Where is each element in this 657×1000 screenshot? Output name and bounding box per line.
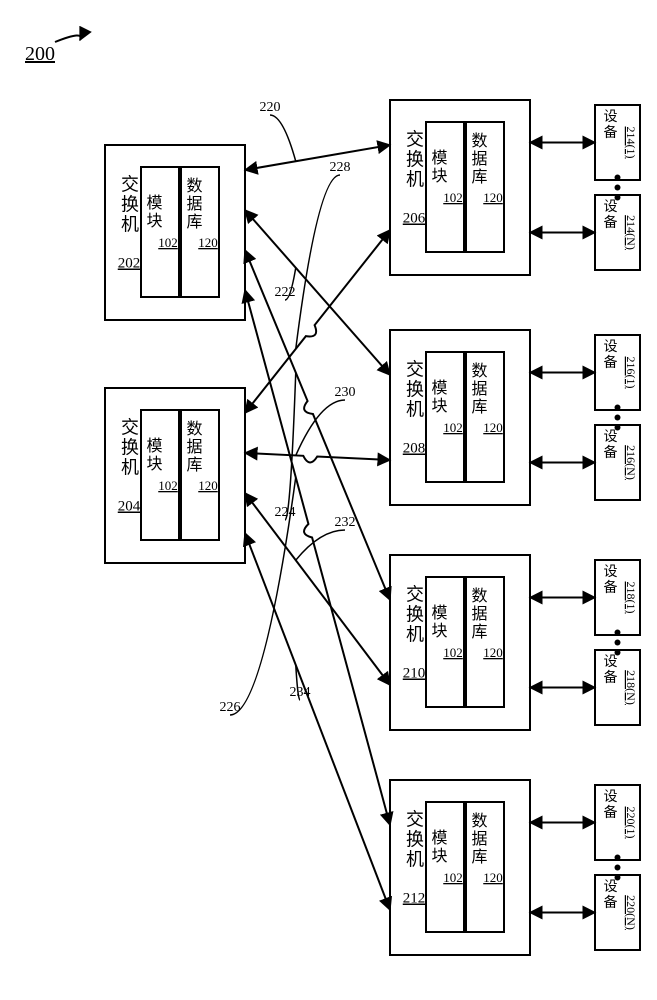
switch-202-module-box xyxy=(141,167,179,297)
switch-206-module-label: 模块 xyxy=(429,149,448,185)
switch-202-module-num: 102 xyxy=(158,235,178,250)
device-218-n-label: 设备 xyxy=(602,654,618,686)
figure-arrow xyxy=(55,35,81,42)
edge-226 xyxy=(245,290,390,825)
edge-label-220-text: 220 xyxy=(260,100,281,115)
edge-label-230-text: 230 xyxy=(335,385,356,400)
switch-202-db-label: 数据库 xyxy=(184,177,203,231)
switch-210-title: 交换机 xyxy=(404,584,424,644)
switch-210-db-label: 数据库 xyxy=(469,587,488,641)
switch-204-db-num: 120 xyxy=(198,478,218,493)
switch-206-db-num: 120 xyxy=(483,190,503,205)
switch-212-module-num: 102 xyxy=(443,870,463,885)
switch-208-title: 交换机 xyxy=(404,359,424,419)
edge-label-222-text: 222 xyxy=(275,285,296,300)
device-214-n-num: 214(N) xyxy=(624,215,638,250)
switch-212-db-label: 数据库 xyxy=(469,812,488,866)
edge-222 xyxy=(245,210,390,375)
switch-202-db-num: 120 xyxy=(198,235,218,250)
device-216-1-label: 设备 xyxy=(602,339,618,371)
device-216-n-label: 设备 xyxy=(602,429,618,461)
switch-208-num: 208 xyxy=(403,441,426,457)
dots-214 xyxy=(615,175,621,181)
device-220-1-label: 设备 xyxy=(602,789,618,821)
figure-number: 200 xyxy=(25,43,55,65)
diagram-canvas: 200 交换机 202 模块 102 数据库 120 交换机 204 模块 102 数据库 120 交换机… xyxy=(0,0,657,1000)
edge-230 xyxy=(245,453,390,462)
device-220-n-label: 设备 xyxy=(602,879,618,911)
dots-218 xyxy=(615,640,621,646)
dots-216 xyxy=(615,415,621,421)
switch-206-module-num: 102 xyxy=(443,190,463,205)
switch-208-module-box xyxy=(426,352,464,482)
switch-204-db-label: 数据库 xyxy=(184,420,203,474)
switch-202-title: 交换机 xyxy=(119,174,139,234)
device-214-n-label: 设备 xyxy=(602,199,618,231)
device-218-1-num: 218(1) xyxy=(624,582,638,614)
device-218-1-label: 设备 xyxy=(602,564,618,596)
device-220-1-num: 220(1) xyxy=(624,807,638,839)
switch-206-db-label: 数据库 xyxy=(469,132,488,186)
switch-210-module-box xyxy=(426,577,464,707)
edge-label-226-text: 226 xyxy=(220,700,241,715)
device-216-n-num: 216(N) xyxy=(624,445,638,480)
device-218-n-num: 218(N) xyxy=(624,670,638,705)
switch-212-title: 交换机 xyxy=(404,809,424,869)
switch-210-module-num: 102 xyxy=(443,645,463,660)
dots-214 xyxy=(615,195,621,201)
switch-212-num: 212 xyxy=(403,891,426,907)
switch-208-db-num: 120 xyxy=(483,420,503,435)
switch-204-module-box xyxy=(141,410,179,540)
edge-label-232-leader xyxy=(296,530,345,560)
dots-216 xyxy=(615,425,621,431)
switch-212-module-box xyxy=(426,802,464,932)
dots-220 xyxy=(615,865,621,871)
edge-228 xyxy=(245,230,390,413)
dots-218 xyxy=(615,650,621,656)
switch-212-module-label: 模块 xyxy=(429,829,448,865)
switch-204-title: 交换机 xyxy=(119,417,139,477)
diagram-svg: 200 交换机 202 模块 102 数据库 120 交换机 204 模块 102 数据库 120 交换机… xyxy=(0,0,657,1000)
switch-210-module-label: 模块 xyxy=(429,604,448,640)
switch-206-module-box xyxy=(426,122,464,252)
switch-210-db-num: 120 xyxy=(483,645,503,660)
edge-label-232-text: 232 xyxy=(335,515,356,530)
switch-208-db-label: 数据库 xyxy=(469,362,488,416)
switch-206-num: 206 xyxy=(403,211,426,227)
dots-216 xyxy=(615,405,621,411)
switch-204-module-num: 102 xyxy=(158,478,178,493)
edge-label-228-text: 228 xyxy=(330,160,351,175)
edge-label-228-leader xyxy=(296,175,340,349)
dots-220 xyxy=(615,875,621,881)
switch-202-num: 202 xyxy=(118,256,141,272)
edge-label-224-text: 224 xyxy=(275,505,296,520)
switch-206-title: 交换机 xyxy=(404,129,424,189)
device-216-1-num: 216(1) xyxy=(624,357,638,389)
switch-204-module-label: 模块 xyxy=(144,437,163,473)
device-214-1-label: 设备 xyxy=(602,109,618,141)
device-220-n-num: 220(N) xyxy=(624,895,638,930)
switch-208-module-num: 102 xyxy=(443,420,463,435)
switch-210-num: 210 xyxy=(403,666,426,682)
edge-220 xyxy=(245,145,390,170)
edge-label-220-leader xyxy=(270,115,296,161)
switch-202-module-label: 模块 xyxy=(144,194,163,230)
switch-212-db-num: 120 xyxy=(483,870,503,885)
switch-204-num: 204 xyxy=(118,499,141,515)
dots-218 xyxy=(615,630,621,636)
device-214-1-num: 214(1) xyxy=(624,127,638,159)
dots-214 xyxy=(615,185,621,191)
edge-label-234-text: 234 xyxy=(290,685,311,700)
dots-220 xyxy=(615,855,621,861)
switch-208-module-label: 模块 xyxy=(429,379,448,415)
edge-224 xyxy=(245,250,390,600)
